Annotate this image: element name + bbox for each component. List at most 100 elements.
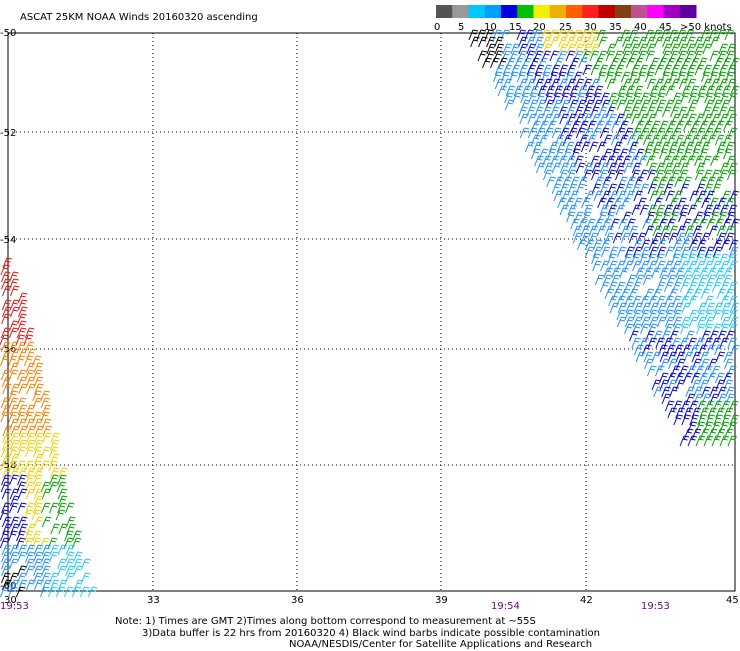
wind-barb [608,92,618,104]
wind-barb [526,36,536,48]
wind-barb [706,218,716,230]
wind-barb [606,211,616,223]
wind-barb [714,57,724,69]
wind-barb [518,106,528,118]
wind-barb [18,467,28,479]
wind-barb [719,113,729,125]
wind-barb [17,565,27,577]
wind-barb [628,232,639,244]
wind-barb [17,502,27,514]
wind-barb [666,344,676,356]
wind-barb [730,344,740,356]
wind-barb [87,586,98,598]
wind-barb [592,239,603,251]
wind-barb [674,344,684,356]
wind-barb [1,299,12,311]
wind-barb [646,169,657,181]
wind-barb [656,246,667,258]
wind-barb [32,369,43,381]
wind-barb [2,453,12,465]
wind-barb [25,404,36,416]
wind-barb [17,292,28,304]
wind-barb [648,246,659,258]
wind-barb [9,362,20,374]
wind-barb [25,488,36,500]
wind-barb [49,439,60,451]
wind-barb [519,127,530,139]
wind-barb [718,78,729,90]
wind-barb [663,183,674,195]
wind-barb [631,162,642,174]
wind-barb [722,218,732,230]
wind-barb [9,544,20,556]
wind-barb [703,183,714,195]
wind-barb [715,428,726,440]
wind-barb [40,460,50,472]
wind-barb [702,64,713,76]
wind-barb [634,148,645,160]
wind-barb [676,232,687,244]
wind-barb [705,414,715,426]
wind-barb [510,64,521,76]
wind-barb [674,148,685,160]
wind-barb [613,197,623,209]
wind-barb [698,344,708,356]
wind-barb [694,43,705,55]
wind-barb [17,418,28,430]
wind-barb [714,176,724,188]
wind-barb [647,162,658,174]
wind-barb [650,57,660,69]
wind-barb [9,516,20,528]
wind-barb [0,411,10,423]
wind-barb [690,57,700,69]
wind-barb [647,183,658,195]
wind-barb [540,71,551,83]
wind-barb [700,29,711,41]
wind-barb [608,295,618,307]
wind-barb [580,232,591,244]
wind-barb [684,71,695,83]
wind-barb [584,246,595,258]
wind-barb [680,323,690,335]
wind-barb [714,148,725,160]
wind-barb [723,267,733,279]
wind-barb [41,558,51,570]
wind-barb [24,460,34,472]
wind-barb [504,99,515,111]
wind-barb [727,162,738,174]
wind-barb [527,127,538,139]
wind-barb [486,43,497,55]
wind-barb [550,36,560,48]
wind-barb [8,446,19,458]
wind-barbs [0,29,740,598]
wind-barb [23,509,34,521]
wind-barb [633,190,644,202]
wind-barb [534,78,545,90]
wind-barb [559,113,569,125]
note-line-1: Note: 1) Times are GMT 2)Times along bot… [115,616,536,627]
wind-barb [558,155,568,167]
wind-barb [687,421,698,433]
wind-barb [703,253,713,265]
wind-barb [41,565,51,577]
wind-barb [680,400,691,412]
wind-barb [521,85,532,97]
wind-barb [703,421,714,433]
wind-barb [536,92,546,104]
wind-barb [8,411,18,423]
wind-barb [695,365,705,377]
wind-barb [639,204,650,216]
wind-barb [639,253,649,265]
wind-barb [679,435,690,447]
wind-barb [622,78,633,90]
wind-barb [2,467,12,479]
wind-barb [582,78,593,90]
wind-barb [671,281,682,293]
wind-barb [711,281,722,293]
wind-barb [670,36,680,48]
wind-barb [570,57,580,69]
wind-barb [7,586,18,598]
wind-barb [561,85,572,97]
wind-barb [665,85,676,97]
wind-barb [680,260,690,272]
